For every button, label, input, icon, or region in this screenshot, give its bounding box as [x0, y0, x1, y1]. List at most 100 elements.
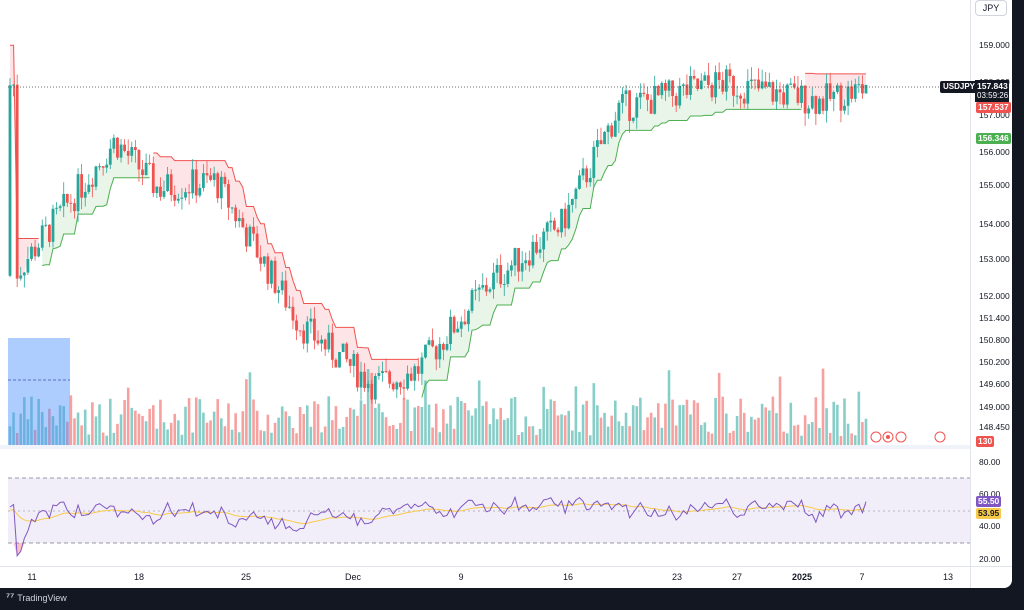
- price-tick: 157.000: [979, 110, 1010, 120]
- supertrend-fill: [42, 137, 150, 266]
- candle: [377, 372, 381, 376]
- volume-bar: [424, 380, 427, 446]
- candle: [613, 120, 617, 137]
- candle: [298, 330, 302, 332]
- volume-bar: [341, 426, 345, 446]
- price-scale[interactable]: [970, 0, 1012, 588]
- volume-bar: [194, 397, 198, 446]
- candle: [732, 76, 735, 96]
- branding[interactable]: ⁷⁷ TradingView: [6, 592, 67, 603]
- volume-bar: [707, 431, 710, 446]
- volume-bar: [836, 404, 839, 446]
- candle: [295, 320, 298, 331]
- volume-bar: [320, 432, 323, 446]
- volume-bar: [87, 434, 91, 446]
- volume-bar: [617, 421, 621, 446]
- volume-bar: [305, 405, 309, 446]
- candle: [746, 81, 750, 104]
- volume-bar: [735, 416, 739, 446]
- volume-bar: [295, 433, 298, 446]
- volume-bar: [839, 435, 843, 446]
- candle: [205, 173, 209, 176]
- candle: [599, 140, 603, 145]
- volume-bar: [144, 421, 148, 446]
- event-flags[interactable]: [870, 431, 946, 443]
- supertrend-line: [421, 108, 802, 398]
- volume-profile-box: [8, 338, 70, 446]
- candle: [653, 85, 657, 114]
- volume-bar: [481, 405, 485, 446]
- symbol-badge: USDJPY: [940, 81, 979, 93]
- candle: [782, 92, 786, 105]
- volume-bar: [513, 397, 517, 446]
- volume-bar: [73, 418, 76, 446]
- volume-bar: [506, 418, 510, 446]
- volume-bar: [449, 405, 452, 446]
- current-price-badge: 157.843 03:59:26: [975, 80, 1009, 102]
- candle: [244, 227, 248, 247]
- volume-bar: [803, 415, 807, 446]
- volume-bar: [209, 420, 212, 446]
- candle: [101, 166, 105, 168]
- candle: [94, 166, 98, 187]
- volume-bar: [692, 400, 696, 446]
- candle: [621, 94, 624, 103]
- price-tick: 150.800: [979, 335, 1010, 345]
- volume-bar: [159, 399, 162, 446]
- candle: [789, 83, 793, 85]
- volume-bar: [198, 399, 202, 446]
- candle: [47, 224, 51, 242]
- candle: [535, 241, 538, 253]
- chart-canvas[interactable]: [0, 0, 970, 588]
- candle: [510, 265, 513, 271]
- candle: [853, 84, 857, 99]
- volume-bar: [524, 416, 528, 446]
- candle: [12, 84, 15, 86]
- candle: [15, 84, 19, 279]
- candle: [291, 306, 295, 321]
- candle: [234, 207, 238, 222]
- volume-bar: [402, 397, 406, 446]
- volume-bar: [58, 405, 62, 446]
- candle: [241, 218, 245, 228]
- volume-bar: [531, 426, 535, 446]
- candle: [148, 162, 152, 164]
- volume-bar: [327, 396, 331, 446]
- volume-bar: [864, 418, 868, 446]
- candle: [209, 175, 212, 180]
- candle: [184, 192, 187, 198]
- volume-bar: [832, 401, 836, 446]
- volume-bar: [205, 422, 209, 446]
- candle: [624, 90, 628, 95]
- candle: [212, 173, 216, 180]
- pane-separator[interactable]: [0, 445, 970, 449]
- volume-bar: [434, 403, 438, 446]
- candle: [689, 75, 692, 95]
- candle: [159, 186, 162, 197]
- candle: [51, 208, 55, 242]
- candle: [277, 290, 281, 293]
- volume-bar: [639, 397, 642, 446]
- candle: [434, 346, 438, 360]
- currency-label[interactable]: JPY: [975, 0, 1007, 16]
- candle: [771, 82, 775, 102]
- time-label: 13: [942, 572, 954, 582]
- volume-bar: [169, 422, 173, 446]
- volume-bar: [352, 409, 356, 446]
- time-label: 18: [133, 572, 145, 582]
- volume-bar: [291, 427, 295, 446]
- candle: [305, 321, 309, 344]
- candle: [30, 246, 33, 260]
- candle: [162, 191, 166, 197]
- candle: [144, 162, 148, 175]
- candle: [19, 275, 23, 279]
- volume-bar: [542, 386, 545, 446]
- volume-bar: [574, 386, 578, 446]
- candle: [409, 373, 413, 381]
- volume-bar: [603, 412, 606, 446]
- volume-bar: [180, 434, 184, 446]
- candle: [835, 85, 839, 92]
- volume-bar: [689, 414, 692, 446]
- volume-bar: [567, 410, 571, 446]
- volume-bar: [223, 426, 227, 446]
